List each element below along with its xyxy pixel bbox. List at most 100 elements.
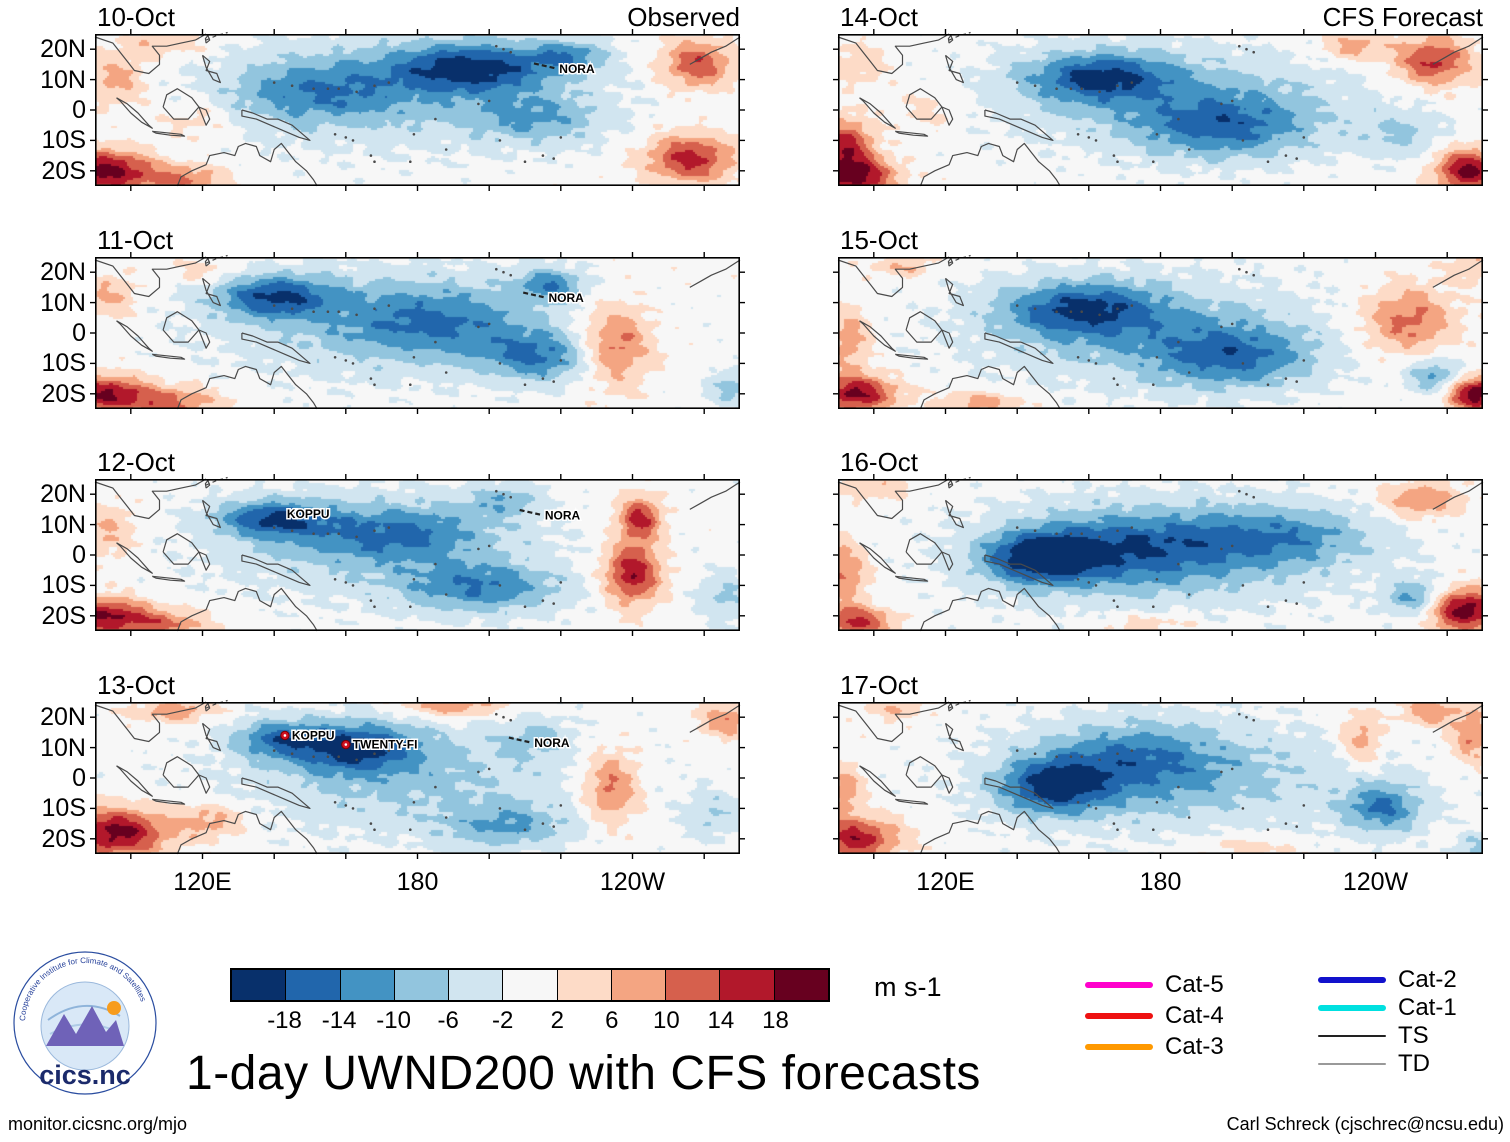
y-axis-label: 10S — [41, 571, 86, 600]
coastline — [837, 478, 950, 520]
coastline — [837, 33, 950, 75]
island-dot — [1112, 377, 1116, 380]
island-dot — [1238, 489, 1241, 493]
colorbar-segment — [286, 970, 341, 1000]
island-dot — [444, 816, 448, 819]
coastline — [941, 106, 954, 126]
panel-date-label: 15-Oct — [840, 225, 919, 255]
coastline-dashed — [205, 699, 228, 709]
coastline — [198, 106, 211, 126]
island-dot — [434, 340, 437, 344]
island-dot — [1130, 749, 1134, 752]
island-dot — [1080, 87, 1083, 90]
island-dot — [290, 307, 294, 310]
island-dot — [1098, 90, 1101, 94]
island-dot — [409, 160, 412, 163]
coastline — [837, 256, 950, 298]
island-dot — [1245, 47, 1248, 51]
island-dot — [498, 139, 502, 142]
cyclone-eye-icon — [344, 743, 348, 746]
coastline — [944, 54, 964, 84]
legend-label: Cat-4 — [1165, 1002, 1224, 1029]
colorbar-tick-label: 18 — [762, 1007, 789, 1034]
island-dot — [1152, 605, 1155, 608]
coastline — [859, 320, 896, 352]
island-dot — [487, 767, 491, 771]
island-dot — [1252, 495, 1255, 499]
coastline — [895, 575, 929, 582]
colorbar-segment — [666, 970, 721, 1000]
coastline — [984, 777, 1054, 809]
island-dot — [541, 599, 545, 602]
figure-title: 1-day UWND200 with CFS forecasts — [186, 1047, 981, 1100]
y-axis-label: 20N — [40, 35, 86, 64]
legend-label: Cat-1 — [1398, 994, 1457, 1021]
island-dot — [1230, 322, 1234, 326]
legend-item-cat-4: Cat-4 — [1085, 1003, 1224, 1029]
island-dot — [1098, 313, 1101, 317]
x-axis-label: 180 — [396, 868, 439, 896]
island-dot — [495, 712, 498, 716]
island-dot — [1284, 377, 1288, 380]
island-dot — [495, 267, 498, 271]
coastline — [689, 259, 741, 288]
island-dot — [477, 547, 480, 551]
island-dot — [1230, 99, 1234, 103]
island-dot — [1152, 828, 1155, 831]
island-dot — [1238, 267, 1241, 271]
island-dot — [373, 752, 376, 755]
island-dot — [409, 605, 412, 608]
storm-label: KOPPU — [287, 507, 330, 521]
island-dot — [1094, 362, 1098, 365]
y-axis-label: 20N — [40, 703, 86, 732]
island-dot — [1076, 356, 1080, 359]
island-dot — [1177, 117, 1180, 121]
coastline — [837, 701, 950, 743]
coastline — [201, 722, 221, 752]
island-dot — [1220, 102, 1223, 106]
island-dot — [412, 356, 416, 359]
island-dot — [1284, 599, 1288, 602]
storm-track — [522, 291, 544, 299]
column-header-forecast: CFS Forecast — [1322, 2, 1483, 32]
island-dot — [355, 313, 358, 317]
panel-date-label: 13-Oct — [97, 670, 176, 700]
coastline — [176, 365, 318, 410]
map-frame — [95, 257, 741, 409]
coastline — [905, 88, 943, 120]
island-dot — [1076, 801, 1080, 804]
panel-date-label: 16-Oct — [840, 447, 919, 477]
island-dot — [498, 807, 502, 810]
island-dot — [477, 102, 480, 106]
island-dot — [1284, 154, 1288, 157]
island-dot — [444, 371, 448, 374]
island-dot — [1015, 304, 1019, 307]
y-axis-label: 20S — [41, 601, 86, 630]
coastline — [689, 36, 741, 65]
island-dot — [337, 532, 340, 535]
island-dot — [290, 752, 294, 755]
x-axis-label: 120W — [599, 868, 666, 896]
island-dot — [1080, 532, 1083, 535]
panel-date-label: 12-Oct — [97, 447, 176, 477]
island-dot — [1220, 770, 1223, 774]
legend-item-cat-3: Cat-3 — [1085, 1034, 1224, 1060]
island-dot — [337, 310, 340, 313]
coastline — [859, 97, 896, 129]
island-dot — [369, 822, 373, 825]
island-dot — [1177, 340, 1180, 344]
island-dot — [1087, 581, 1091, 584]
island-dot — [1069, 310, 1073, 313]
x-axis-label: 120E — [173, 868, 232, 896]
island-dot — [1302, 581, 1306, 584]
y-axis-label: 10S — [41, 794, 86, 823]
panel-date-label: 17-Oct — [840, 670, 919, 700]
island-dot — [523, 160, 527, 163]
coastline — [162, 756, 200, 788]
island-dot — [351, 362, 355, 365]
colorbar-segment — [394, 970, 450, 1000]
coastline-dashed — [205, 254, 228, 264]
island-dot — [1302, 136, 1306, 139]
map-frame — [838, 702, 1484, 854]
island-dot — [1155, 133, 1159, 136]
